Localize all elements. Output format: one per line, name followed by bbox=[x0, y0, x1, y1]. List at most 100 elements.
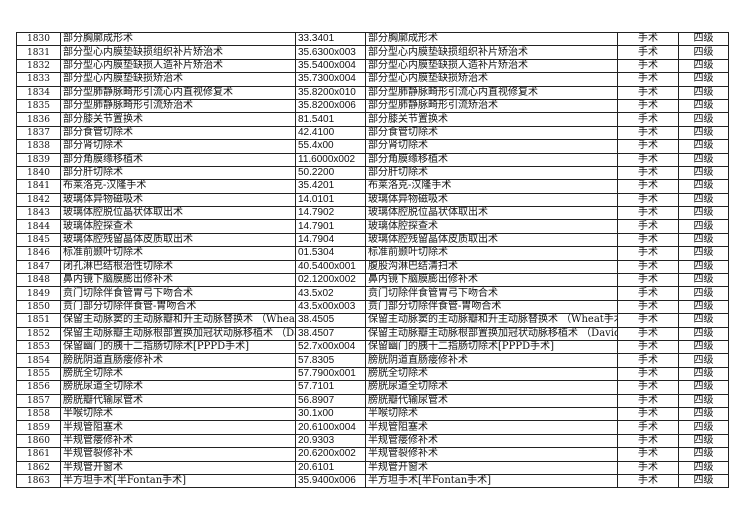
category: 手术 bbox=[617, 165, 679, 181]
row-number: 1838 bbox=[16, 139, 61, 154]
procedure-name: 半规管裂修补术 bbox=[60, 447, 296, 462]
category: 手术 bbox=[617, 98, 679, 114]
standard-name: 半规管裂修补术 bbox=[365, 447, 618, 462]
level: 四级 bbox=[678, 58, 729, 74]
table-row: 1840 部分肝切除术 50.2200 部分肝切除术 手术 四级 bbox=[16, 165, 729, 181]
row-number: 1857 bbox=[16, 393, 61, 408]
standard-name: 保留幽门的胰十二指肠切除术[PPPD手术] bbox=[365, 339, 618, 355]
standard-name: 部分食管切除术 bbox=[365, 125, 618, 141]
standard-name: 贲门部分切除伴食管-胃吻合术 bbox=[365, 299, 618, 315]
level: 四级 bbox=[678, 299, 729, 315]
row-number: 1858 bbox=[16, 406, 61, 422]
row-number: 1847 bbox=[16, 259, 61, 275]
category: 手术 bbox=[617, 85, 679, 100]
row-number: 1837 bbox=[16, 125, 61, 141]
row-number: 1860 bbox=[16, 433, 61, 449]
table-row: 1839 部分角膜缘移植术 11.6000x002 部分角膜缘移植术 手术 四级 bbox=[16, 152, 729, 167]
procedure-name: 半方坦手术[半Fontan手术] bbox=[60, 473, 296, 489]
procedure-code: 38.4507 bbox=[295, 326, 366, 341]
row-number: 1835 bbox=[16, 98, 61, 114]
level: 四级 bbox=[678, 420, 729, 435]
procedure-name: 膀胱全切除术 bbox=[60, 366, 296, 382]
table-row: 1846 标准前颞叶切除术 01.5304 标准前颞叶切除术 手术 四级 bbox=[16, 246, 729, 261]
category: 手术 bbox=[617, 139, 679, 154]
category: 手术 bbox=[617, 179, 679, 194]
procedure-code: 20.6100x004 bbox=[295, 420, 366, 435]
procedure-name: 玻璃体腔残留晶体皮质取出术 bbox=[60, 232, 296, 248]
standard-name: 玻璃体腔探查术 bbox=[365, 219, 618, 234]
level: 四级 bbox=[678, 152, 729, 167]
procedure-code: 33.3401 bbox=[295, 31, 366, 47]
procedure-name: 部分肾切除术 bbox=[60, 139, 296, 154]
level: 四级 bbox=[678, 460, 729, 475]
procedure-name: 部分肝切除术 bbox=[60, 165, 296, 181]
procedure-name: 玻璃体异物磁吸术 bbox=[60, 192, 296, 208]
procedure-code: 20.9303 bbox=[295, 433, 366, 449]
procedure-name: 膀胱阴道直肠瘘修补术 bbox=[60, 353, 296, 368]
procedure-code: 57.8305 bbox=[295, 353, 366, 368]
table-row: 1836 部分膝关节置换术 81.5401 部分膝关节置换术 手术 四级 bbox=[16, 112, 729, 127]
category: 手术 bbox=[617, 326, 679, 341]
procedure-name: 半规管开窗术 bbox=[60, 460, 296, 475]
procedure-name: 部分膝关节置换术 bbox=[60, 112, 296, 127]
table-row: 1833 部分型心内膜垫缺损矫治术 35.7300x004 部分型心内膜垫缺损矫治术手… bbox=[16, 72, 729, 87]
standard-name: 部分肾切除术 bbox=[365, 139, 618, 154]
table-row: 1853 保留幽门的胰十二指肠切除术[PPPD手术] 52.7x00x004 保留幽门… bbox=[16, 339, 729, 355]
category: 手术 bbox=[617, 206, 679, 221]
procedure-name: 贲门部分切除伴食管-胃吻合术 bbox=[60, 299, 296, 315]
table-row: 1844 玻璃体腔探查术 14.7901 玻璃体腔探查术 手术 四级 bbox=[16, 219, 729, 234]
level: 四级 bbox=[678, 273, 729, 288]
standard-name: 部分型肺静脉畸形引流矫治术 bbox=[365, 98, 618, 114]
procedure-name: 玻璃体腔脱位晶状体取出术 bbox=[60, 206, 296, 221]
level: 四级 bbox=[678, 179, 729, 194]
level: 四级 bbox=[678, 353, 729, 368]
procedure-code: 43.5x02 bbox=[295, 286, 366, 301]
table-row: 1841 布莱洛克-汉隆手术 35.4201 布莱洛克-汉隆手术 手术 四级 bbox=[16, 179, 729, 194]
procedure-name: 部分食管切除术 bbox=[60, 125, 296, 141]
level: 四级 bbox=[678, 206, 729, 221]
table-row: 1830 部分胸廓成形术 33.3401 部分胸廓成形术 手术 四级 bbox=[16, 31, 729, 47]
level: 四级 bbox=[678, 31, 729, 47]
row-number: 1859 bbox=[16, 420, 61, 435]
category: 手术 bbox=[617, 380, 679, 395]
standard-name: 保留主动脉窦的主动脉瓣和升主动脉替换术 （Wheat手术） bbox=[365, 313, 618, 328]
row-number: 1863 bbox=[16, 473, 61, 489]
table-row: 1859 半规管阻塞术 20.6100x004 半规管阻塞术 手术 四级 bbox=[16, 420, 729, 435]
procedure-code: 35.5400x004 bbox=[295, 58, 366, 74]
procedure-code: 50.2200 bbox=[295, 165, 366, 181]
procedure-code: 14.7902 bbox=[295, 206, 366, 221]
procedure-name: 部分角膜缘移植术 bbox=[60, 152, 296, 167]
category: 手术 bbox=[617, 473, 679, 489]
category: 手术 bbox=[617, 273, 679, 288]
standard-name: 贲门切除伴食管胃弓下吻合术 bbox=[365, 286, 618, 301]
row-number: 1861 bbox=[16, 447, 61, 462]
standard-name: 玻璃体腔残留晶体皮质取出术 bbox=[365, 232, 618, 248]
row-number: 1839 bbox=[16, 152, 61, 167]
procedure-name: 保留主动脉窦的主动脉瓣和升主动脉替换术 （Wheat手术） bbox=[60, 313, 296, 328]
row-number: 1833 bbox=[16, 72, 61, 87]
row-number: 1850 bbox=[16, 299, 61, 315]
procedure-name: 保留幽门的胰十二指肠切除术[PPPD手术] bbox=[60, 339, 296, 355]
table-row: 1838 部分肾切除术 55.4x00 部分肾切除术 手术 四级 bbox=[16, 139, 729, 154]
procedure-code: 35.7300x004 bbox=[295, 72, 366, 87]
table-row: 1842 玻璃体异物磁吸术 14.0101 玻璃体异物磁吸术 手术 四级 bbox=[16, 192, 729, 208]
category: 手术 bbox=[617, 299, 679, 315]
procedure-name: 标准前颞叶切除术 bbox=[60, 246, 296, 261]
level: 四级 bbox=[678, 125, 729, 141]
standard-name: 保留主动脉瓣主动脉根部置换加冠状动脉移植术 （David手术） bbox=[365, 326, 618, 341]
table-row: 1854 膀胱阴道直肠瘘修补术 57.8305 膀胱阴道直肠瘘修补术 手术 四级 bbox=[16, 353, 729, 368]
procedure-name: 部分型肺静脉畸形引流心内直视修复术 bbox=[60, 85, 296, 100]
row-number: 1851 bbox=[16, 313, 61, 328]
category: 手术 bbox=[617, 152, 679, 167]
procedure-code: 35.9400x006 bbox=[295, 473, 366, 489]
category: 手术 bbox=[617, 406, 679, 422]
category: 手术 bbox=[617, 460, 679, 475]
standard-name: 鼻内镜下脑膜膨出修补术 bbox=[365, 273, 618, 288]
procedure-code: 35.6300x003 bbox=[295, 45, 366, 60]
row-number: 1849 bbox=[16, 286, 61, 301]
procedure-name: 半规管阻塞术 bbox=[60, 420, 296, 435]
level: 四级 bbox=[678, 259, 729, 275]
procedure-code: 11.6000x002 bbox=[295, 152, 366, 167]
row-number: 1842 bbox=[16, 192, 61, 208]
